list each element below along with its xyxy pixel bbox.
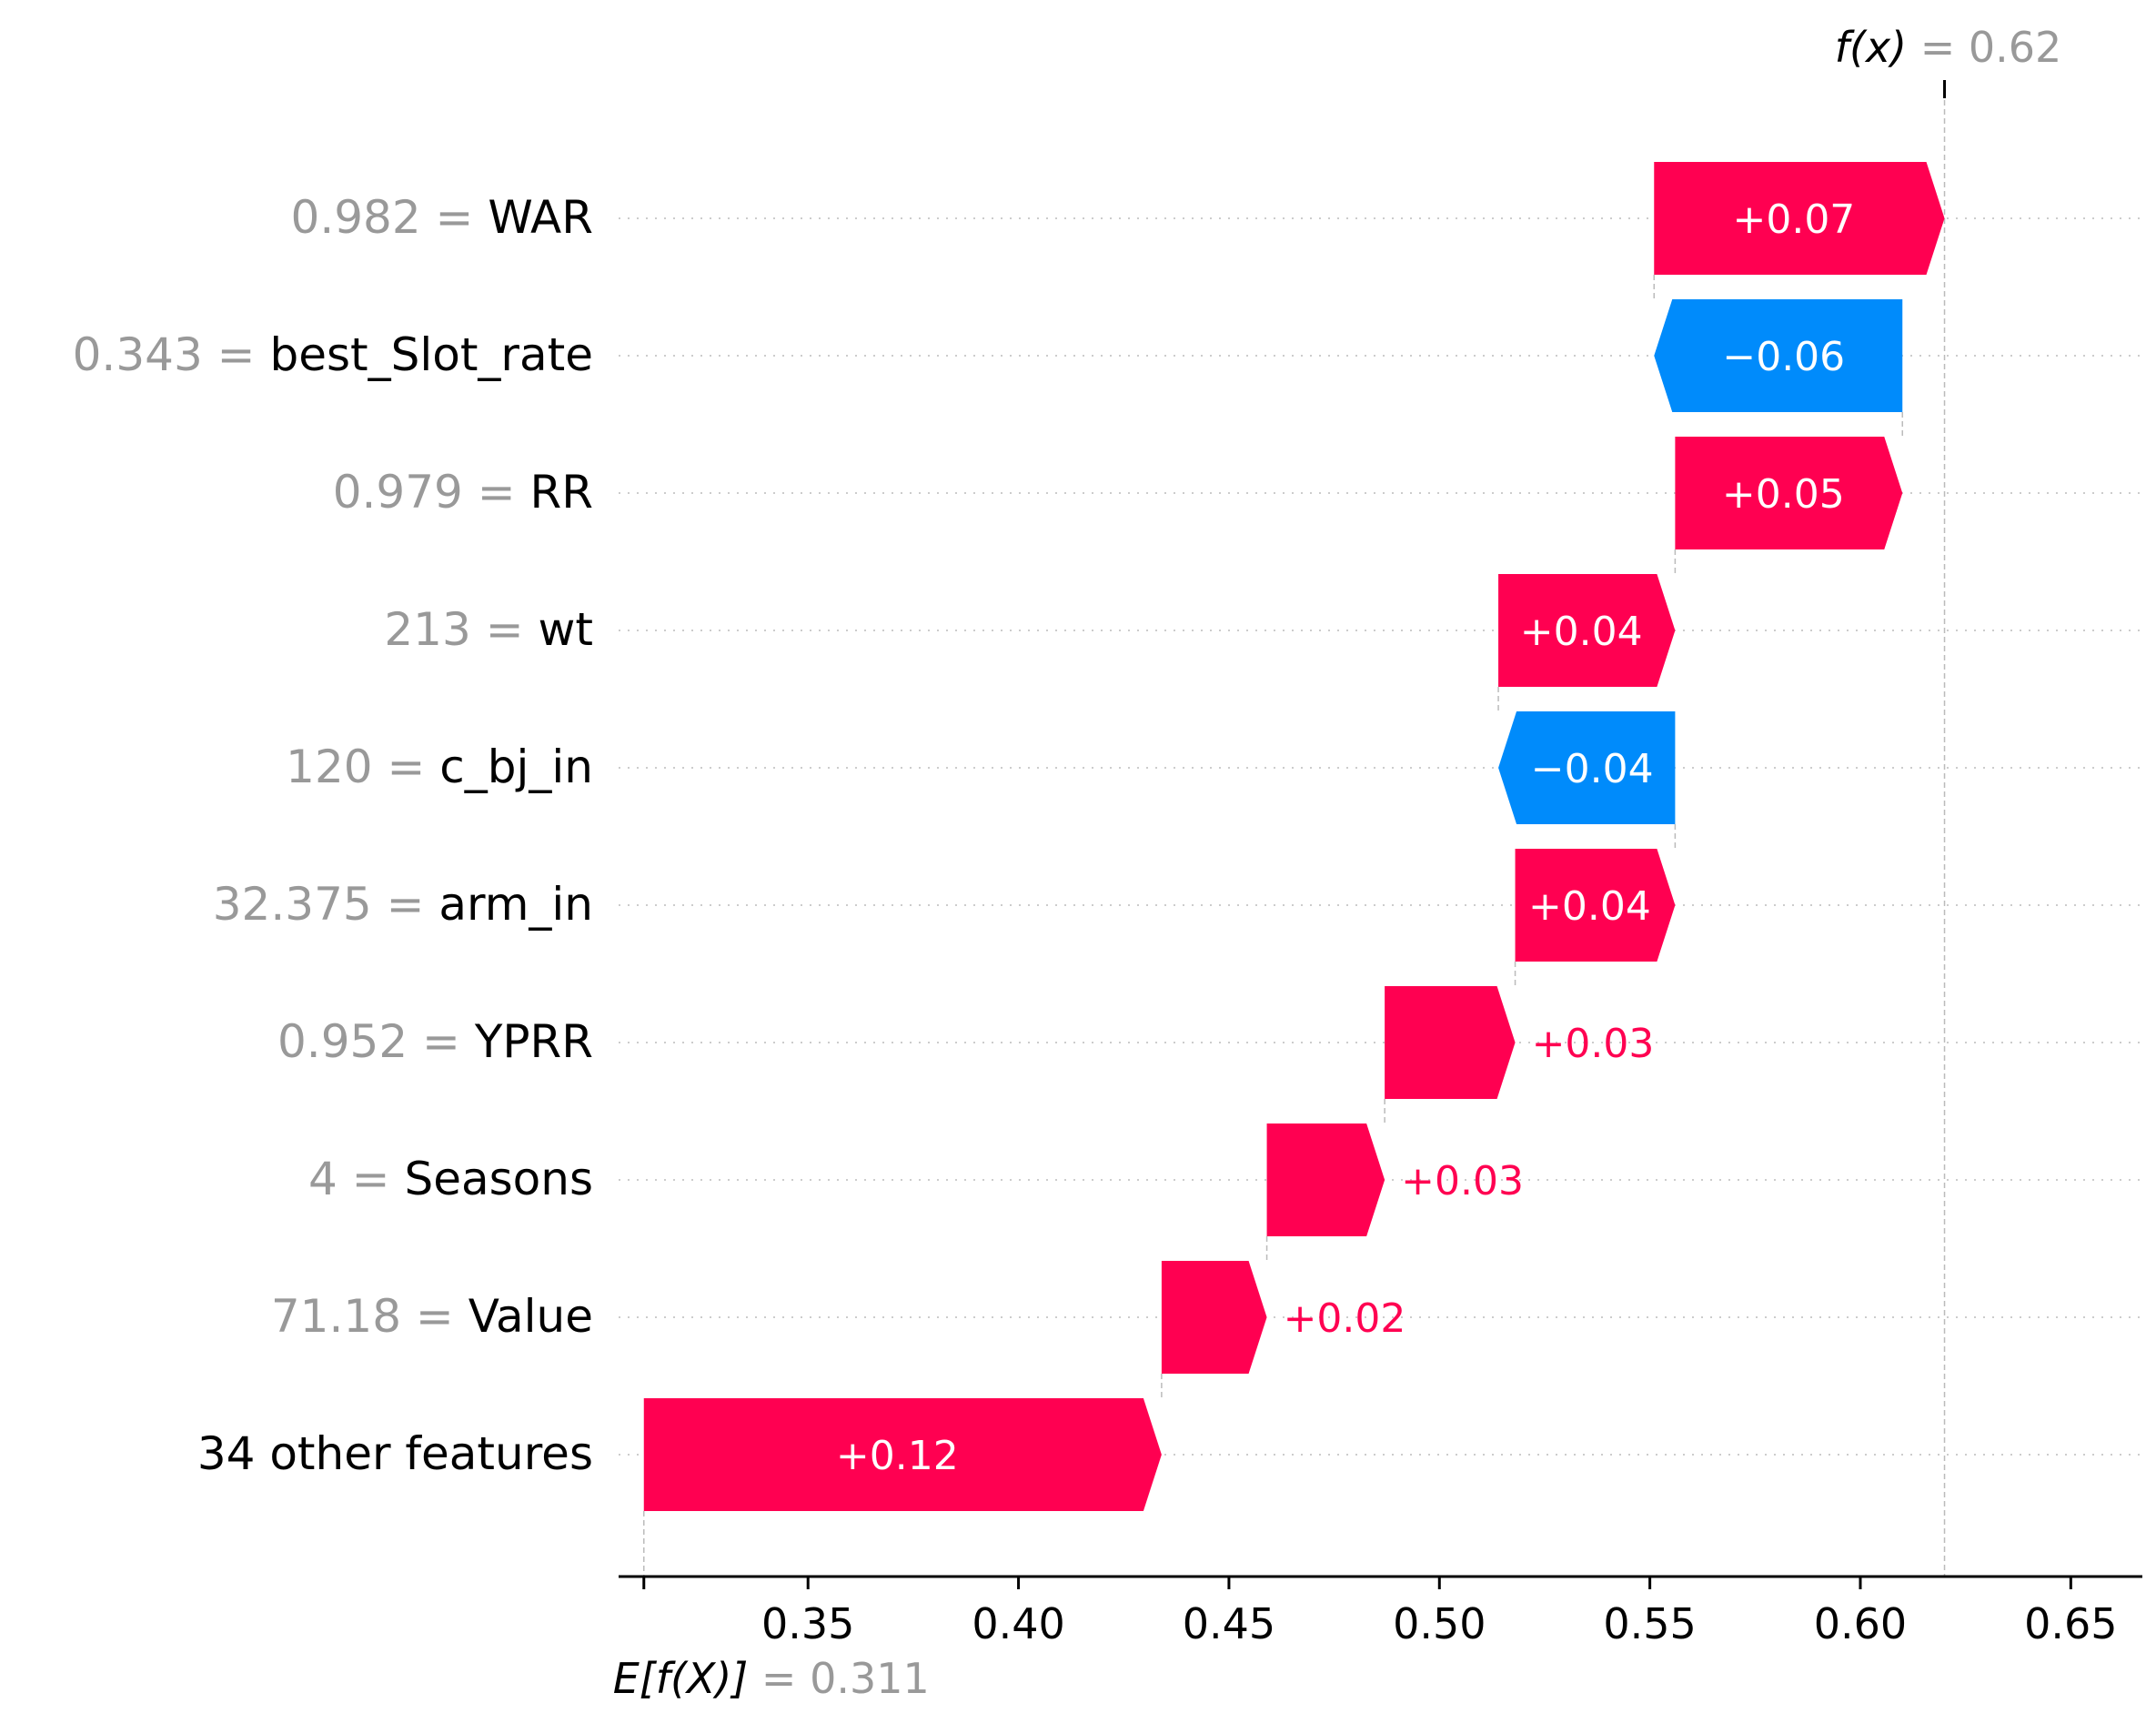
shap-value-label: +0.12: [836, 1433, 959, 1479]
x-tick-label: 0.35: [761, 1599, 854, 1648]
waterfall-bar: [1161, 1261, 1267, 1374]
feature-name: RR: [530, 466, 593, 519]
waterfall-bar: [1675, 437, 1903, 549]
x-axis: 0.35 0.40 0.45 0.50 0.55 0.60 0.65 E[f(X)] = 0.…: [613, 1575, 2142, 1703]
feature-name: c_bj_in: [439, 741, 593, 793]
output-value-text: = 0.62: [1920, 23, 2062, 72]
x-tick-label: 0.65: [2024, 1599, 2117, 1648]
grid-layer: [619, 217, 2142, 1456]
feature-value: 120 =: [286, 741, 439, 793]
waterfall-bar: [1498, 574, 1676, 687]
base-value-annotation: E[f(X)] = 0.311: [613, 1654, 930, 1703]
waterfall-bar: [1654, 162, 1945, 275]
waterfall-bar: [1266, 1123, 1385, 1236]
output-label: f(x): [1835, 23, 1920, 72]
shap-value-label: +0.03: [1532, 1021, 1655, 1067]
feature-label: 4 = Seasons: [308, 1153, 593, 1205]
feature-value: 71.18 =: [271, 1290, 468, 1343]
shap-value-label: +0.03: [1401, 1158, 1524, 1204]
feature-name: Seasons: [404, 1153, 593, 1205]
shap-value-label: +0.04: [1520, 609, 1643, 655]
waterfall-bar: [1654, 299, 1903, 412]
feature-name: WAR: [488, 191, 593, 244]
feature-label: 71.18 = Value: [271, 1290, 593, 1343]
feature-label: 120 = c_bj_in: [286, 741, 593, 793]
bar-layer: +0.07 −0.06 +0.05 +0.04 −0.04 +0.04 +0.03 +0.03…: [643, 162, 1945, 1511]
feature-label: 32.375 = arm_in: [213, 878, 593, 931]
feature-value: 0.979 =: [333, 466, 530, 519]
feature-label: 0.343 = best_Slot_rate: [73, 328, 593, 381]
feature-value: 0.982 =: [291, 191, 489, 244]
shap-value-label: +0.04: [1528, 883, 1651, 930]
waterfall-bar: [1498, 711, 1676, 824]
feature-label: 34 other features: [197, 1427, 593, 1480]
output-value-annotation: f(x) = 0.62: [1835, 23, 2062, 72]
waterfall-bar: [1385, 986, 1516, 1099]
waterfall-bar: [1515, 849, 1676, 962]
base-value-text: = 0.311: [761, 1654, 930, 1703]
shap-value-label: +0.05: [1722, 471, 1845, 518]
feature-value: 213 =: [384, 603, 538, 656]
x-tick-label: 0.40: [972, 1599, 1064, 1648]
x-tick-label: 0.60: [1814, 1599, 1907, 1648]
feature-value: 4 =: [308, 1153, 405, 1205]
feature-label: 213 = wt: [384, 603, 593, 656]
feature-name: arm_in: [438, 878, 593, 931]
feature-name: 34 other features: [197, 1427, 593, 1480]
feature-value: 0.952 =: [277, 1015, 475, 1068]
feature-name: YPRR: [474, 1015, 593, 1068]
output-annotation: f(x) = 0.62: [1835, 23, 2062, 98]
connector-layer: [643, 91, 1946, 1577]
shap-value-label: +0.02: [1284, 1295, 1406, 1342]
base-label: E[f(X)]: [613, 1654, 761, 1703]
feature-name: best_Slot_rate: [269, 328, 593, 381]
feature-label: 0.952 = YPRR: [277, 1015, 593, 1068]
x-tick-label: 0.50: [1393, 1599, 1486, 1648]
waterfall-bar: [643, 1398, 1162, 1511]
feature-label-layer: 0.982 = WAR 0.343 = best_Slot_rate 0.979 =…: [73, 191, 593, 1480]
shap-value-label: −0.04: [1531, 746, 1654, 792]
feature-value: 0.343 =: [73, 328, 270, 381]
x-tick-label: 0.55: [1603, 1599, 1696, 1648]
feature-label: 0.979 = RR: [333, 466, 593, 519]
feature-label: 0.982 = WAR: [291, 191, 593, 244]
feature-value: 32.375 =: [213, 878, 439, 931]
x-tick-label: 0.45: [1183, 1599, 1275, 1648]
shap-value-label: −0.06: [1722, 334, 1845, 380]
shap-value-label: +0.07: [1732, 196, 1855, 243]
feature-name: Value: [468, 1290, 593, 1343]
feature-name: wt: [539, 603, 594, 656]
